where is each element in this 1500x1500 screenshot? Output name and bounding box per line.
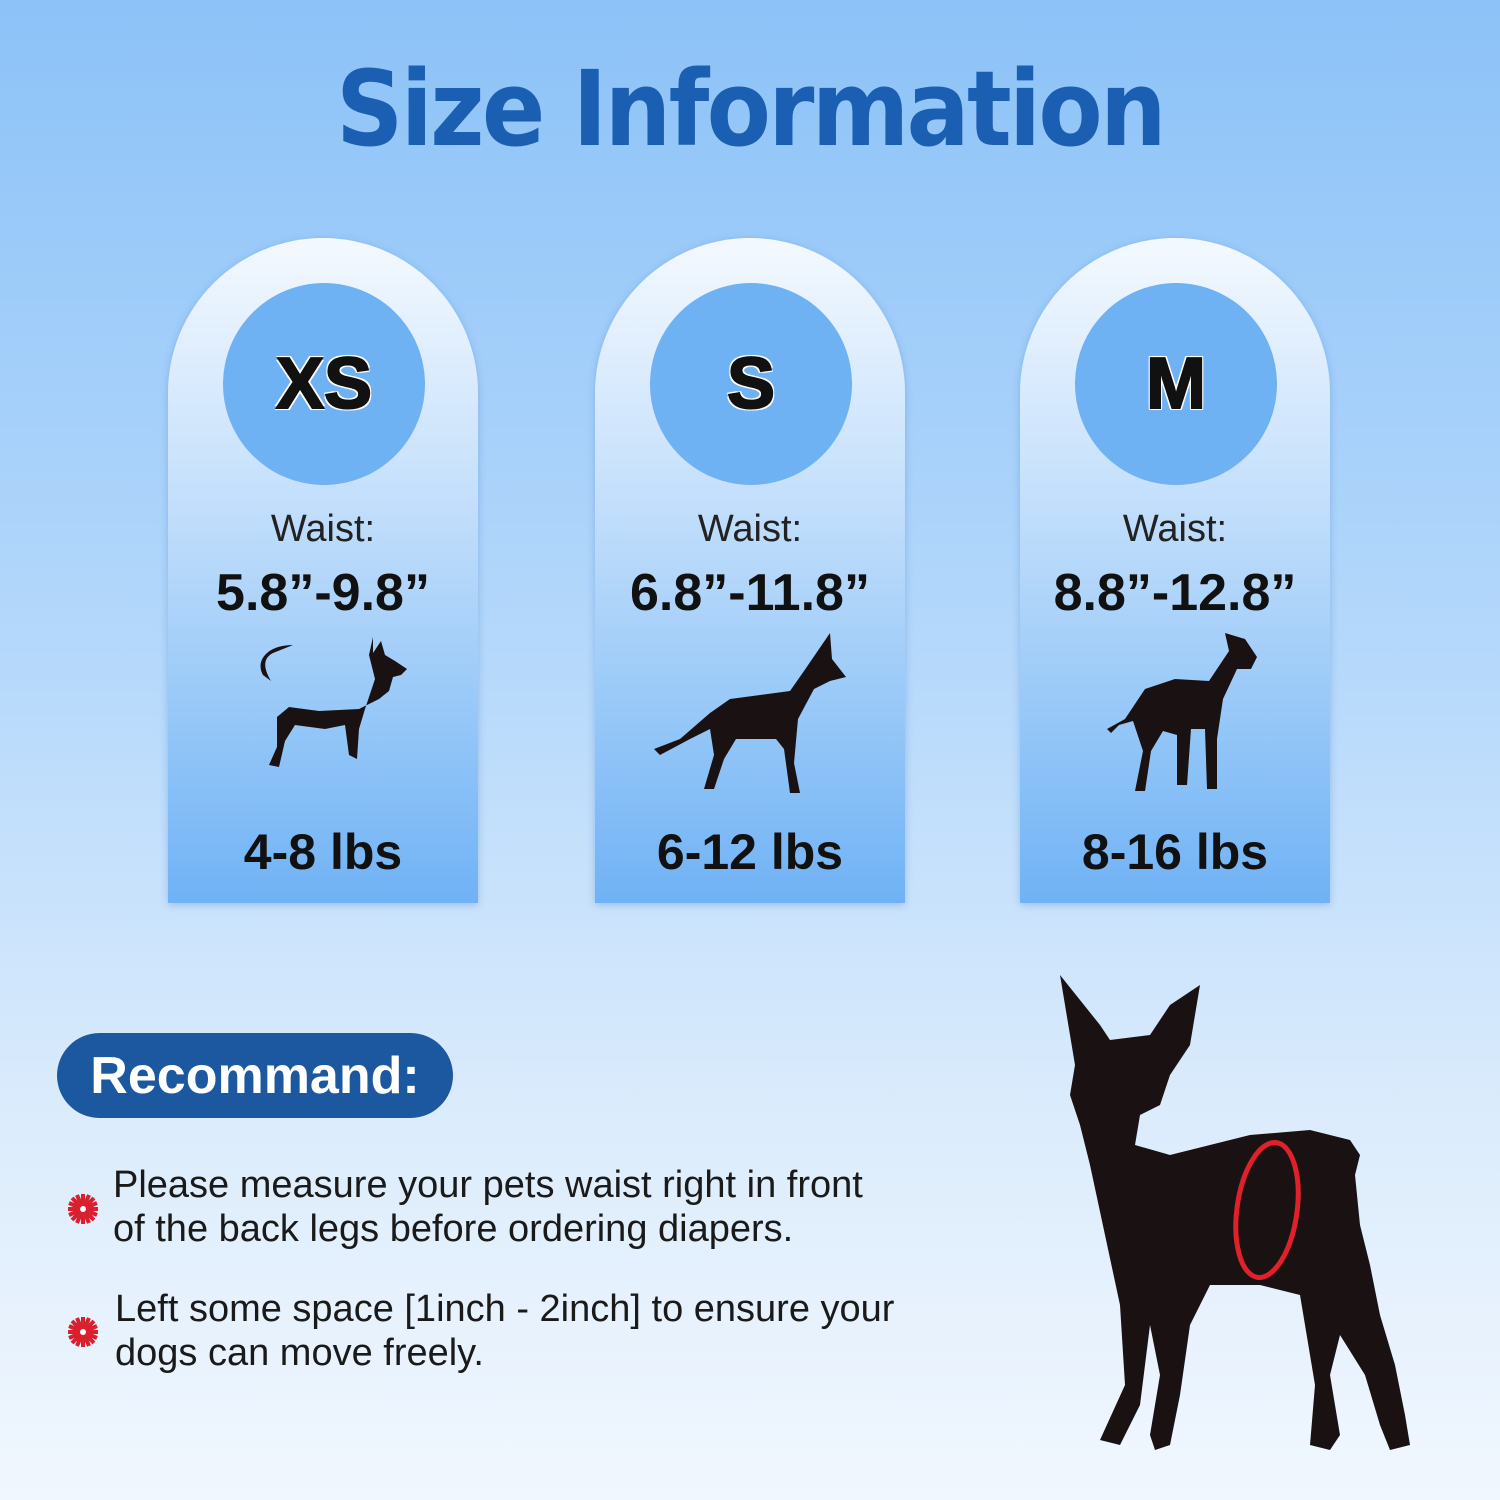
size-card-xs: XS Waist: 5.8”-9.8” 4-8 lbs xyxy=(168,238,478,903)
page-title: Size Information xyxy=(336,48,1167,170)
waist-label: Waist: xyxy=(1122,508,1228,550)
dog-waist-measure-illustration xyxy=(1060,975,1410,1450)
size-label: M xyxy=(1145,343,1207,425)
red-flower-bullet-icon xyxy=(68,1317,98,1347)
weight-range: 6-12 lbs xyxy=(656,824,844,880)
size-card-m: M Waist: 8.8”-12.8” 8-16 lbs xyxy=(1020,238,1330,903)
recommend-badge: Recommand: xyxy=(57,1033,453,1118)
red-flower-bullet-icon xyxy=(68,1194,98,1224)
waist-range: 6.8”-11.8” xyxy=(630,564,870,622)
tip-space: Left some space [1inch - 2inch] to ensur… xyxy=(115,1287,1015,1375)
size-label: S xyxy=(726,343,776,425)
tip-line: Left some space [1inch - 2inch] to ensur… xyxy=(115,1288,895,1330)
waist-range: 5.8”-9.8” xyxy=(216,564,430,622)
size-badge: M xyxy=(1075,283,1277,485)
size-label: XS xyxy=(275,343,373,425)
great-dane-silhouette-icon xyxy=(1107,633,1257,791)
shepherd-silhouette-icon xyxy=(654,633,846,793)
weight-range: 4-8 lbs xyxy=(243,824,403,880)
weight-range: 8-16 lbs xyxy=(1081,824,1269,880)
size-badge: XS xyxy=(223,283,425,485)
waist-label: Waist: xyxy=(697,508,803,550)
waist-label: Waist: xyxy=(270,508,376,550)
tip-line: dogs can move freely. xyxy=(115,1332,484,1374)
tip-measure: Please measure your pets waist right in … xyxy=(113,1163,1013,1251)
waist-range: 8.8”-12.8” xyxy=(1053,564,1297,622)
size-badge: S xyxy=(650,283,852,485)
tip-line: of the back legs before ordering diapers… xyxy=(113,1208,794,1250)
size-card-s: S Waist: 6.8”-11.8” 6-12 lbs xyxy=(595,238,905,903)
tip-line: Please measure your pets waist right in … xyxy=(113,1164,863,1206)
chihuahua-silhouette-icon xyxy=(260,637,407,767)
